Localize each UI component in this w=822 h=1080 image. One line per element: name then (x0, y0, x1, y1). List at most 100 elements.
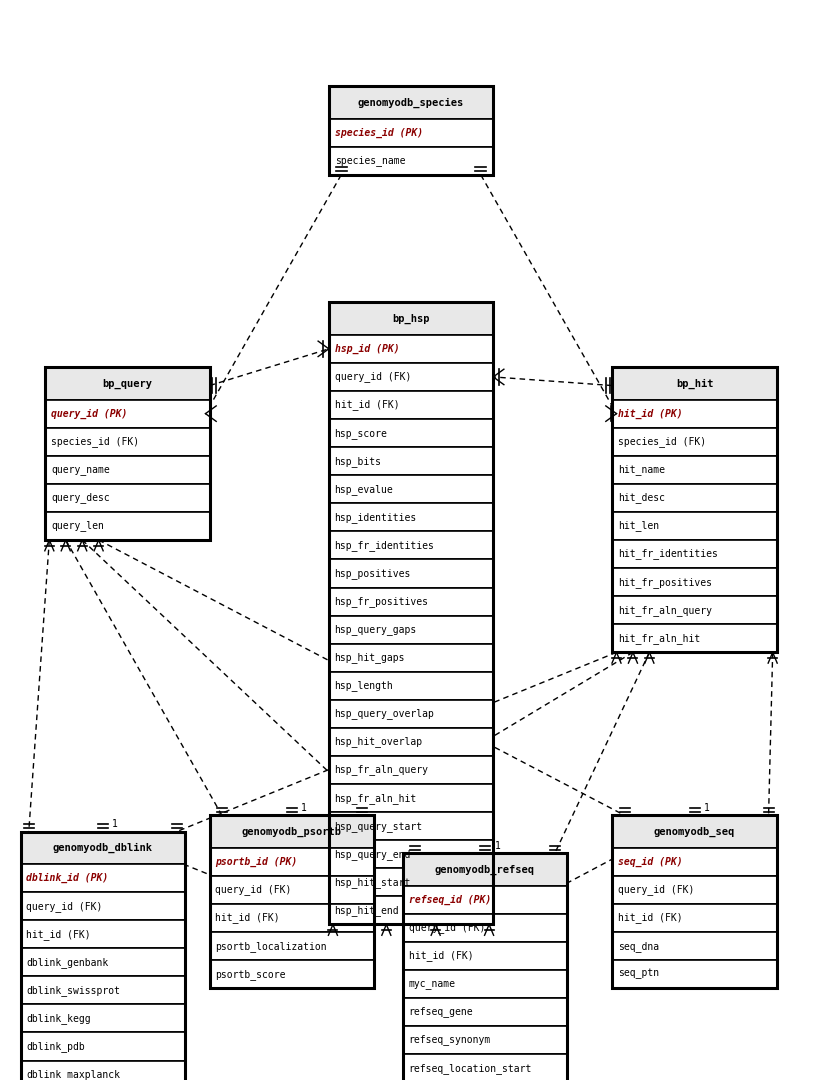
Text: query_name: query_name (51, 464, 109, 475)
Text: species_id (FK): species_id (FK) (51, 436, 139, 447)
Text: bp_hsp: bp_hsp (392, 313, 430, 324)
Bar (612, 624, 777, 652)
Bar (329, 419, 493, 447)
Bar (329, 302, 493, 335)
Bar (210, 960, 374, 988)
Bar (329, 475, 493, 503)
Bar (403, 942, 567, 970)
Text: hit_fr_positives: hit_fr_positives (618, 577, 712, 588)
Text: query_id (FK): query_id (FK) (215, 885, 292, 895)
Bar (612, 540, 777, 568)
Bar (612, 876, 777, 904)
Text: hit_id (FK): hit_id (FK) (335, 400, 399, 410)
Text: genomyodb_refseq: genomyodb_refseq (435, 864, 535, 875)
Text: 1: 1 (704, 802, 710, 813)
Bar (21, 892, 185, 920)
Bar (329, 840, 493, 868)
Bar (210, 876, 374, 904)
Text: hsp_query_start: hsp_query_start (335, 821, 423, 832)
Text: hit_fr_aln_hit: hit_fr_aln_hit (618, 633, 700, 644)
Bar (329, 784, 493, 812)
Text: hsp_bits: hsp_bits (335, 456, 381, 467)
Text: dblink_swissprot: dblink_swissprot (26, 985, 120, 996)
Text: bp_query: bp_query (103, 378, 152, 389)
Bar (329, 147, 493, 175)
Text: genomyodb_dblink: genomyodb_dblink (53, 842, 153, 853)
Bar (329, 812, 493, 840)
Bar (329, 86, 493, 175)
Bar (612, 568, 777, 596)
Bar (21, 832, 185, 1080)
Text: hsp_fr_identities: hsp_fr_identities (335, 540, 435, 551)
Bar (403, 1026, 567, 1054)
Text: hit_id (PK): hit_id (PK) (618, 408, 683, 419)
Bar (403, 886, 567, 914)
Bar (612, 904, 777, 932)
Bar (329, 728, 493, 756)
Bar (329, 616, 493, 644)
Text: refseq_location_start: refseq_location_start (409, 1063, 532, 1074)
Text: hsp_fr_aln_hit: hsp_fr_aln_hit (335, 793, 417, 804)
Text: hit_fr_aln_query: hit_fr_aln_query (618, 605, 712, 616)
Bar (21, 948, 185, 976)
Text: query_id (FK): query_id (FK) (335, 372, 411, 382)
Text: myc_name: myc_name (409, 978, 455, 989)
Bar (329, 644, 493, 672)
Bar (329, 391, 493, 419)
Bar (210, 815, 374, 988)
Bar (329, 302, 493, 924)
Bar (329, 700, 493, 728)
Bar (329, 119, 493, 147)
Text: hit_name: hit_name (618, 464, 665, 475)
Text: hsp_id (PK): hsp_id (PK) (335, 343, 399, 354)
Text: psortb_localization: psortb_localization (215, 941, 327, 951)
Text: dblink_id (PK): dblink_id (PK) (26, 873, 109, 883)
Bar (329, 503, 493, 531)
Bar (329, 756, 493, 784)
Bar (612, 484, 777, 512)
Bar (612, 367, 777, 652)
Text: dblink_pdb: dblink_pdb (26, 1041, 85, 1052)
Text: hsp_length: hsp_length (335, 680, 393, 691)
Text: refseq_gene: refseq_gene (409, 1007, 473, 1017)
Text: seq_dna: seq_dna (618, 941, 659, 951)
Bar (329, 672, 493, 700)
Text: 1: 1 (112, 819, 118, 829)
Bar (403, 853, 567, 886)
Text: hit_id (FK): hit_id (FK) (26, 929, 91, 940)
Text: species_id (FK): species_id (FK) (618, 436, 706, 447)
Text: query_id (FK): query_id (FK) (618, 885, 695, 895)
Bar (45, 484, 210, 512)
Bar (45, 428, 210, 456)
Text: refseq_synonym: refseq_synonym (409, 1035, 491, 1045)
Text: 1: 1 (301, 802, 307, 813)
Bar (21, 1061, 185, 1080)
Text: hit_id (FK): hit_id (FK) (215, 913, 280, 923)
Bar (329, 335, 493, 363)
Text: seq_id (PK): seq_id (PK) (618, 856, 683, 867)
Text: query_id (FK): query_id (FK) (409, 922, 485, 933)
Text: query_id (PK): query_id (PK) (51, 408, 127, 419)
Bar (45, 367, 210, 400)
Bar (403, 970, 567, 998)
Bar (21, 920, 185, 948)
Bar (45, 456, 210, 484)
Text: query_id (FK): query_id (FK) (26, 901, 103, 912)
Text: dblink_maxplanck: dblink_maxplanck (26, 1069, 120, 1080)
Bar (329, 363, 493, 391)
Text: query_desc: query_desc (51, 492, 109, 503)
Bar (45, 512, 210, 540)
Bar (612, 400, 777, 428)
Text: bp_hit: bp_hit (676, 378, 713, 389)
Text: hsp_hit_end: hsp_hit_end (335, 905, 399, 916)
Bar (329, 531, 493, 559)
Text: hsp_query_gaps: hsp_query_gaps (335, 624, 417, 635)
Bar (612, 932, 777, 960)
Bar (612, 815, 777, 848)
Text: hit_len: hit_len (618, 521, 659, 531)
Bar (329, 588, 493, 616)
Text: hit_id (FK): hit_id (FK) (409, 950, 473, 961)
Bar (210, 848, 374, 876)
Text: hsp_identities: hsp_identities (335, 512, 417, 523)
Bar (612, 428, 777, 456)
